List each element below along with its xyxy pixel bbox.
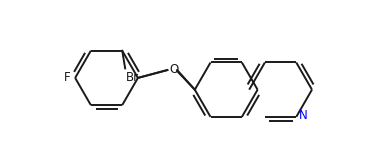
Text: Br: Br — [126, 71, 139, 84]
Text: O: O — [169, 63, 178, 76]
Text: N: N — [299, 109, 308, 122]
Text: F: F — [63, 71, 70, 84]
